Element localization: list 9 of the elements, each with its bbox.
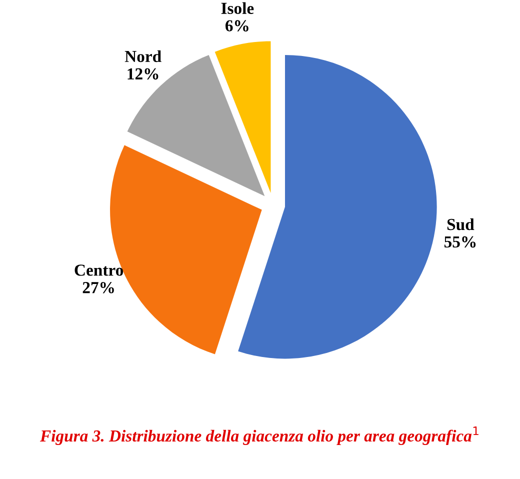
slice-label: Isole [221, 2, 254, 14]
text: Figura 3. Distribuzione della giacenza olio per area geografica$^{1}$ [40, 426, 478, 445]
data-label: 12% [128, 68, 158, 80]
data-label: 55% [444, 236, 476, 248]
slice-label: Sud [447, 218, 474, 230]
data-label: 27% [82, 282, 114, 294]
slice-label: Nord [124, 50, 162, 62]
slice-label: Centro [74, 264, 124, 276]
data-label: 6% [226, 20, 248, 32]
